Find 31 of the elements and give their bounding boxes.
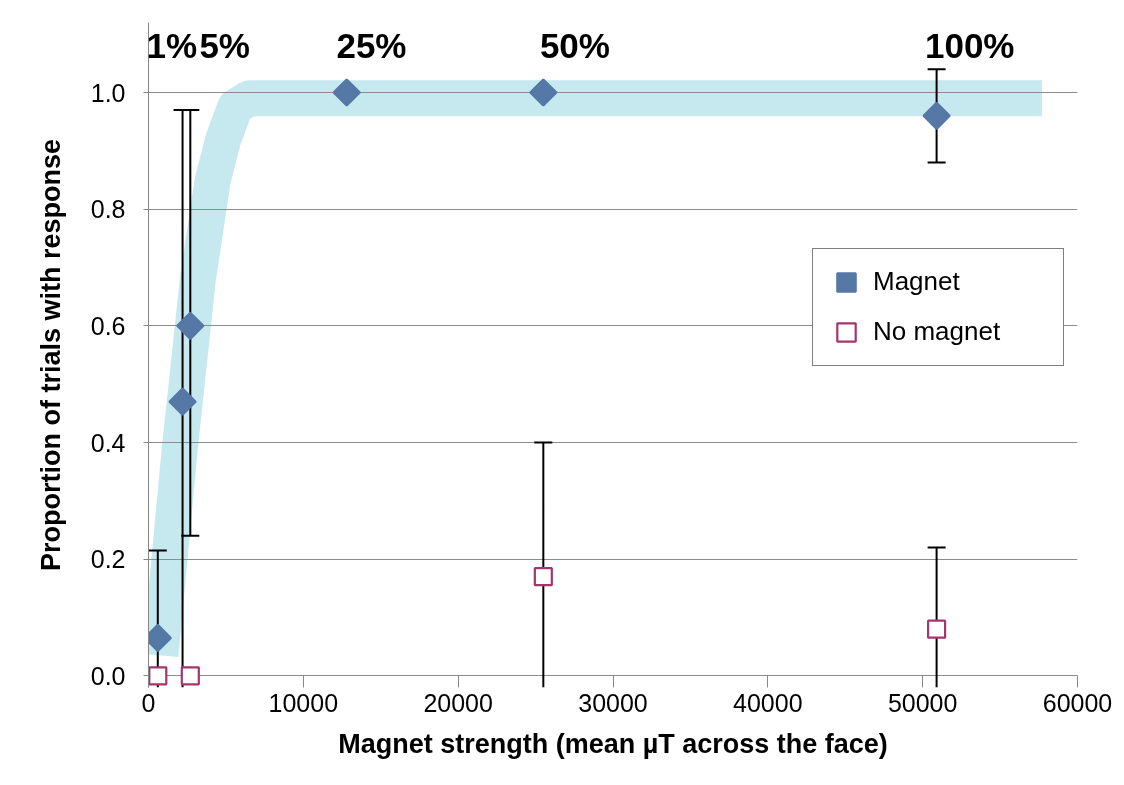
annotation: 1%	[146, 26, 198, 65]
x-tick-label: 60000	[1042, 688, 1113, 717]
annotation: 50%	[539, 26, 610, 65]
x-axis-title: Magnet strength (mean µT across the face)	[338, 728, 888, 759]
x-tick-label: 30000	[578, 688, 648, 717]
point	[176, 311, 205, 341]
y-tick-label: 0.0	[90, 661, 126, 690]
point	[180, 666, 200, 686]
x-tick-label: 20000	[423, 688, 493, 717]
point	[922, 101, 951, 131]
y-tick-label: 0.4	[90, 428, 126, 457]
x-tick-label: 0	[141, 688, 156, 717]
y-tick-label: 0.2	[90, 545, 126, 574]
x-tick-label: 10000	[268, 688, 339, 717]
legend-label: No magnet	[873, 316, 1002, 348]
point	[927, 619, 947, 639]
y-axis-title: Proportion of trials with response	[35, 138, 66, 572]
point	[529, 78, 558, 107]
y-tick-label: 0.6	[90, 311, 126, 340]
annotation: 5%	[199, 26, 250, 65]
point	[148, 666, 168, 686]
point	[168, 387, 197, 416]
point	[533, 567, 553, 587]
legend-label: Magnet	[873, 266, 961, 298]
point	[332, 78, 361, 107]
y-tick-label: 1.0	[90, 78, 126, 107]
annotation: 100%	[924, 26, 1015, 65]
x-tick-label: 50000	[887, 688, 958, 717]
x-tick-label: 40000	[733, 688, 803, 717]
annotation: 25%	[336, 26, 407, 65]
y-tick-label: 0.8	[90, 195, 126, 224]
